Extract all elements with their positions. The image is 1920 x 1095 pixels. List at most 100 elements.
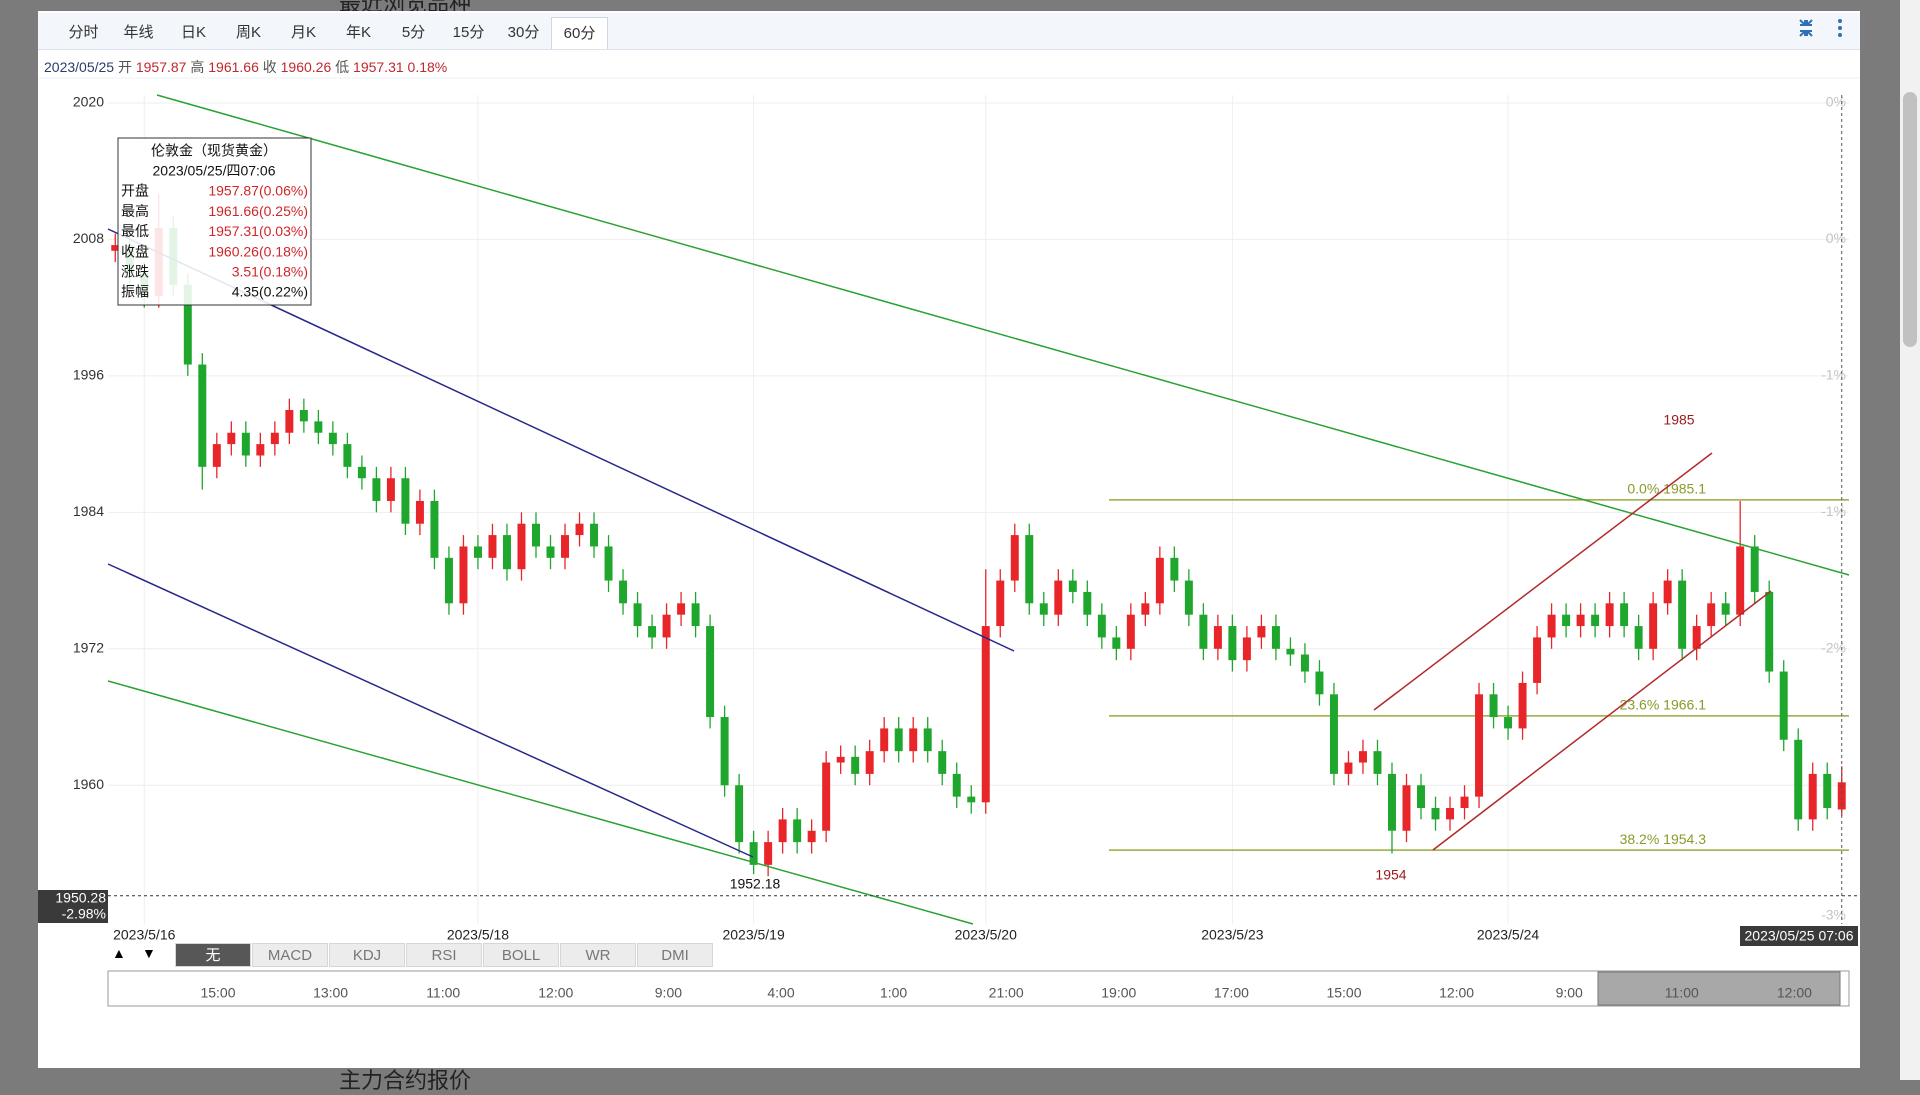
candle-body (1634, 626, 1643, 649)
tooltip-box (117, 137, 312, 306)
candle-body (357, 466, 366, 479)
candle-body (1257, 626, 1266, 638)
y2-tick-label: 0% (1826, 94, 1846, 110)
trend-line (107, 680, 974, 925)
annotation: 1952.18 (730, 876, 781, 892)
x-tick-label: 2023/5/20 (955, 927, 1017, 943)
info-value: 1957.87 (135, 59, 187, 75)
period-tab[interactable]: 月K (290, 24, 316, 41)
navigator-label: 4:00 (767, 985, 794, 1001)
info-label: 高 (190, 59, 205, 75)
candle-body (619, 580, 628, 604)
candle-body (1213, 626, 1222, 649)
candle-body (444, 557, 453, 604)
candle-body (1271, 626, 1280, 649)
scroll-down[interactable]: ▼ (142, 945, 156, 961)
indicator-tab[interactable]: 无 (175, 943, 251, 967)
fib-label: 38.2% 1954.3 (1620, 831, 1707, 847)
candle-body (1591, 614, 1600, 627)
indicator-tab[interactable]: KDJ (329, 943, 405, 967)
navigator-label: 9:00 (655, 985, 682, 1001)
info-date: 2023/05/25 (44, 59, 115, 75)
fib-label: 23.6% 1966.1 (1620, 697, 1707, 713)
chart-panel (38, 11, 1860, 1068)
indicator-tab[interactable]: DMI (637, 943, 713, 967)
candle-body (1155, 557, 1164, 604)
tooltip-label: 振幅 (121, 284, 149, 300)
scrollbar-thumb[interactable] (1903, 92, 1917, 347)
candle-body (1620, 603, 1629, 627)
indicator-tab[interactable]: RSI (406, 943, 482, 967)
y2-tick-label: 0% (1826, 230, 1846, 246)
candle-body (1765, 591, 1774, 672)
candle-body (894, 728, 903, 752)
candle-body (314, 421, 323, 433)
period-tab[interactable]: 年K (345, 24, 371, 41)
fullscreen-icon[interactable] (1799, 19, 1813, 37)
candle-body (1025, 535, 1034, 604)
candle-body (1417, 785, 1425, 809)
tooltip-value: 1960.26(0.18%) (208, 243, 308, 259)
navigator-label: 21:00 (989, 985, 1024, 1001)
period-tab[interactable]: 60分 (551, 17, 608, 49)
cursor-y-box (38, 890, 108, 923)
candle-body (807, 830, 816, 843)
candle-body (706, 626, 715, 718)
candle-body (1475, 694, 1484, 797)
candle-body (111, 245, 120, 251)
period-tab[interactable]: 分时 (68, 24, 99, 41)
candle-body (1605, 603, 1614, 627)
candle-body (720, 717, 729, 786)
candle-body (952, 773, 961, 797)
navigator-label: 15:00 (200, 985, 235, 1001)
candle-body (1431, 808, 1440, 820)
period-tab[interactable]: 周K (235, 24, 261, 41)
info-value: 1957.31 (353, 59, 404, 75)
navigator-label: 15:00 (1326, 985, 1361, 1001)
tooltip-value: 4.35(0.22%) (232, 284, 308, 300)
trend-line (1432, 590, 1772, 851)
period-tab[interactable]: 日K (180, 24, 206, 41)
candle-body (909, 728, 918, 752)
candle-body (212, 444, 221, 467)
indicator-tab[interactable]: MACD (252, 943, 328, 967)
indicator-tab[interactable]: WR (560, 943, 636, 967)
menu-icon[interactable] (1838, 19, 1842, 37)
candle-body (1402, 785, 1411, 831)
candle-body (561, 535, 570, 558)
candle-body (1286, 648, 1295, 655)
candle-body (865, 751, 874, 774)
x-tick-label: 2023/5/19 (722, 927, 784, 943)
x-tick-label: 2023/5/23 (1201, 927, 1263, 943)
period-tab[interactable]: 30分 (507, 24, 540, 41)
info-value: 1960.26 (280, 59, 332, 75)
period-tab[interactable]: 年线 (123, 24, 154, 41)
info-label: 开 (117, 59, 132, 75)
candle-body (836, 756, 845, 763)
period-tab[interactable]: 5分 (401, 24, 426, 41)
candle-body (430, 500, 439, 558)
candle-body (1170, 557, 1179, 581)
info-label: 低 (335, 59, 350, 75)
x-tick-label: 2023/5/16 (113, 927, 175, 943)
ohlc-info: 2023/05/25 开 1957.87 高 1961.66 收 1960.26… (44, 57, 447, 77)
candle-body (1823, 773, 1832, 809)
indicator-tab[interactable]: BOLL (483, 943, 559, 967)
annotation: 1954 (1375, 867, 1406, 883)
candle-body (691, 603, 700, 627)
navigator-label: 13:00 (313, 985, 348, 1001)
trend-line (156, 94, 1850, 576)
candle-body (285, 409, 294, 433)
tooltip-title: 伦敦金（现货黄金） (151, 143, 277, 159)
candle-body (981, 626, 990, 803)
candle-body (1576, 614, 1585, 627)
navigator-label: 17:00 (1214, 985, 1249, 1001)
tooltip-value: 1957.87(0.06%) (208, 183, 308, 199)
candle-body (1083, 591, 1092, 615)
tooltip-date: 2023/05/25/四07:06 (153, 163, 276, 179)
scroll-up[interactable]: ▲ (112, 945, 126, 961)
x-tick-label: 2023/5/24 (1477, 927, 1539, 943)
candle-body (764, 842, 773, 865)
period-tab[interactable]: 15分 (452, 24, 485, 41)
